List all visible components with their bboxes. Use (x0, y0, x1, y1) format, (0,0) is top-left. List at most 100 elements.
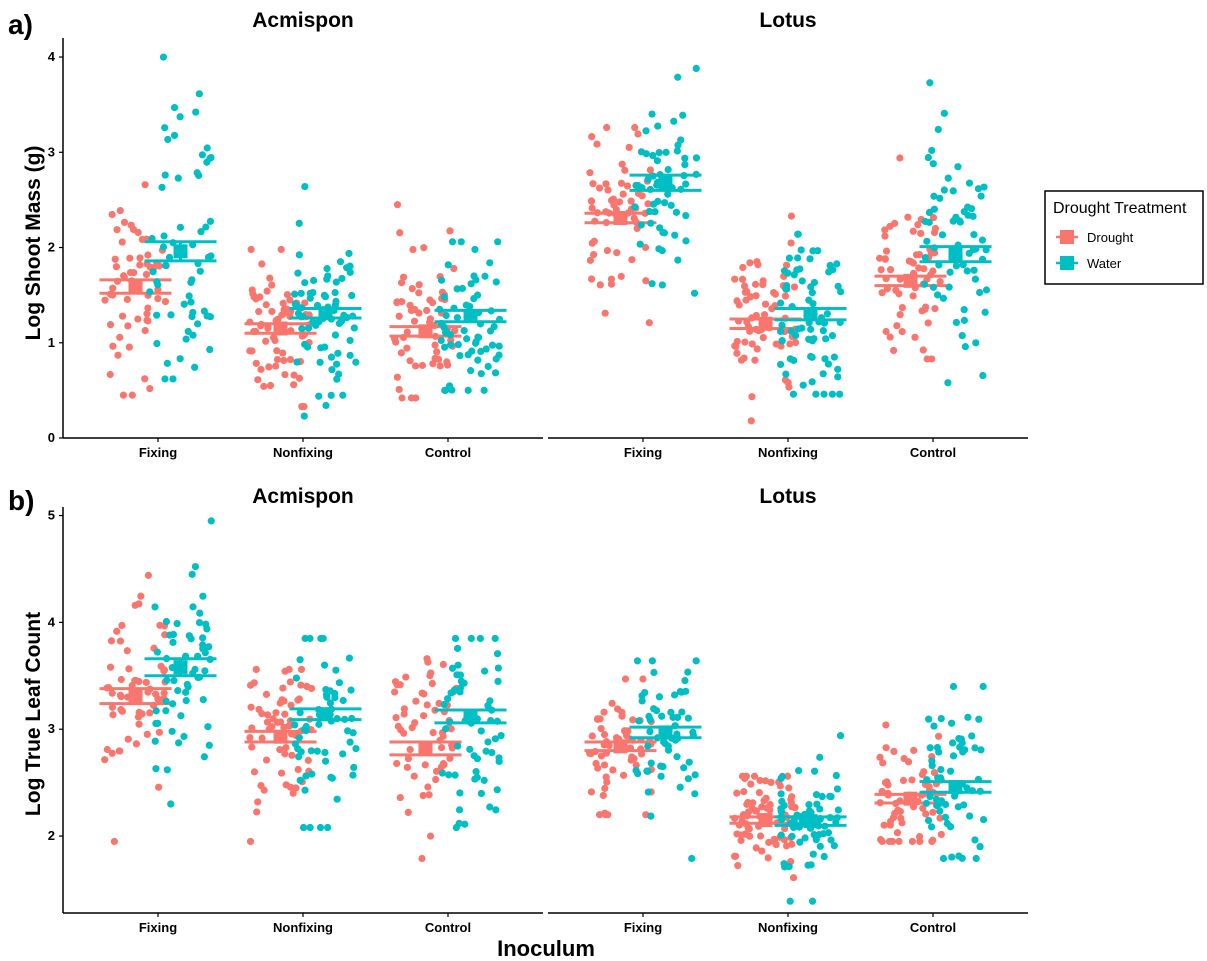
data-point (783, 772, 792, 780)
data-point (594, 764, 602, 772)
group-fixing-water (144, 517, 217, 808)
data-point (621, 166, 629, 174)
data-point (144, 688, 152, 696)
data-point (467, 280, 475, 288)
data-point (924, 153, 932, 162)
data-point (192, 108, 200, 116)
data-point (837, 288, 845, 296)
data-point (495, 351, 503, 359)
y-tick-label: 4 (48, 614, 56, 629)
data-point (118, 707, 126, 715)
data-point (588, 133, 596, 141)
group-control-drought (874, 154, 947, 363)
data-point (403, 328, 411, 336)
data-point (681, 161, 689, 169)
data-point (761, 777, 770, 785)
data-point (756, 832, 765, 840)
data-point (752, 292, 760, 300)
data-point (939, 294, 947, 302)
data-point (657, 772, 665, 780)
data-point (352, 358, 360, 366)
data-point (777, 790, 785, 798)
data-point (820, 390, 828, 398)
data-point (162, 261, 170, 270)
data-point (819, 327, 827, 335)
data-point (633, 657, 642, 665)
data-point (411, 719, 419, 727)
data-point (961, 746, 969, 754)
data-point (645, 712, 653, 720)
data-point (956, 217, 964, 225)
data-point (161, 298, 170, 306)
data-point (484, 362, 492, 371)
data-point (690, 289, 699, 297)
data-point (162, 707, 170, 715)
data-point (433, 348, 441, 356)
panel-b-facet-title-lotus: Lotus (759, 485, 816, 508)
data-point (331, 301, 340, 309)
data-point (151, 737, 159, 745)
data-point (266, 381, 275, 390)
data-point (681, 676, 689, 685)
data-point (931, 224, 940, 233)
data-point (144, 251, 152, 259)
data-point (124, 322, 132, 330)
mean-marker (273, 729, 288, 744)
data-point (477, 789, 485, 798)
data-point (432, 775, 440, 784)
data-point (603, 246, 612, 255)
data-point (392, 714, 400, 722)
data-point (680, 764, 688, 772)
data-point (670, 117, 678, 125)
data-point (101, 756, 109, 764)
data-point (403, 763, 411, 771)
data-point (273, 347, 281, 355)
data-point (772, 840, 780, 849)
data-point (200, 753, 208, 761)
data-point (322, 401, 330, 410)
data-point (404, 808, 412, 817)
data-point (327, 773, 335, 781)
data-point (812, 791, 821, 799)
data-point (166, 631, 174, 639)
data-point (783, 285, 791, 293)
data-point (141, 327, 149, 335)
data-point (596, 715, 604, 723)
x-tick-label: Control (910, 920, 956, 935)
data-point (753, 345, 761, 353)
data-point (163, 359, 171, 367)
data-point (398, 394, 406, 402)
data-point (176, 223, 185, 231)
data-point (933, 743, 942, 752)
data-point (257, 782, 265, 790)
data-point (756, 776, 764, 785)
data-point (333, 795, 341, 803)
data-point (920, 265, 928, 273)
data-point (308, 770, 316, 778)
data-point (480, 386, 488, 394)
data-point (609, 766, 617, 774)
data-point (272, 709, 280, 717)
panel-b-tag: b) (8, 485, 34, 516)
data-point (307, 684, 316, 693)
data-point (336, 258, 345, 266)
data-point (682, 180, 690, 188)
x-tick-label: Nonfixing (758, 920, 818, 935)
data-point (472, 768, 480, 776)
data-point (316, 823, 325, 832)
mean-marker (803, 307, 818, 322)
data-point (167, 800, 175, 808)
data-point (613, 249, 621, 257)
data-point (345, 654, 354, 662)
data-point (954, 163, 962, 171)
data-point (494, 677, 502, 686)
data-point (979, 815, 988, 824)
data-point (323, 275, 331, 283)
data-point (642, 277, 650, 285)
data-point (915, 832, 924, 841)
data-point (808, 337, 816, 345)
data-point (118, 238, 126, 246)
data-point (891, 219, 899, 227)
data-point (195, 618, 204, 627)
data-point (661, 199, 669, 207)
